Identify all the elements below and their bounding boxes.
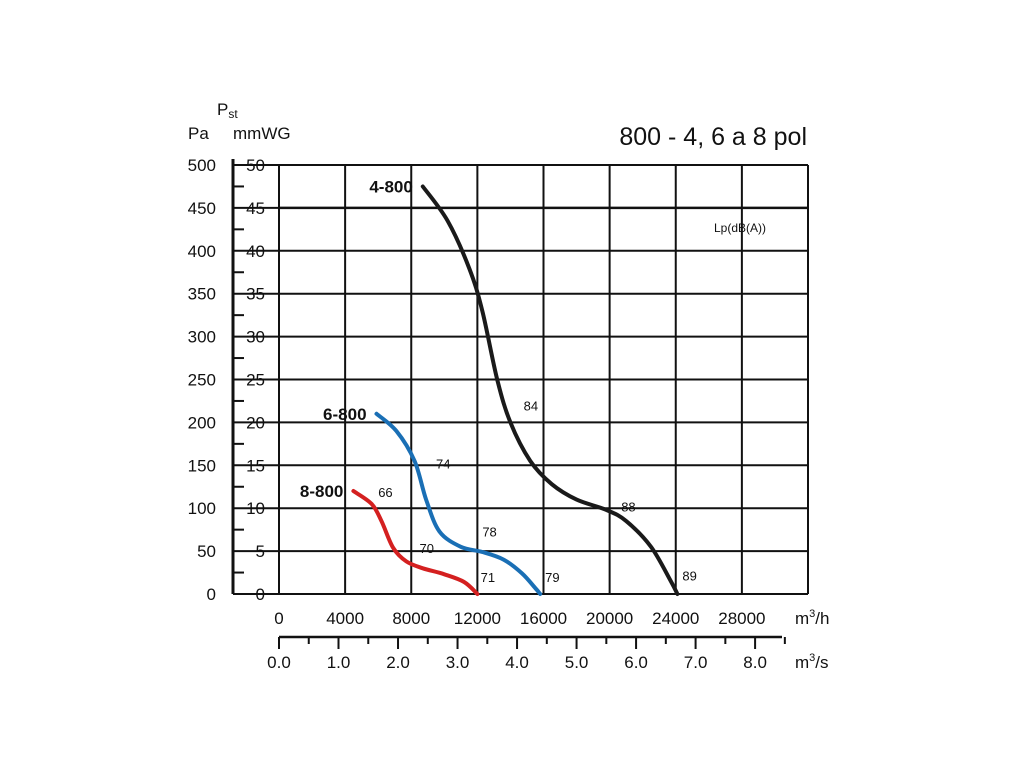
x-tick-label-m3h: 16000 (520, 609, 567, 628)
x-tick-label-m3h: 28000 (718, 609, 765, 628)
y-tick-label-pa: 500 (188, 156, 216, 175)
x-tick-label-m3s: 0.0 (267, 653, 291, 672)
y-axis-unit-pa: Pa (188, 124, 209, 143)
y-tick-label-mmwg: 20 (246, 413, 265, 432)
data-label-lp: 71 (481, 570, 495, 585)
series-name-6-800: 6-800 (323, 405, 366, 424)
y-tick-label-pa: 350 (188, 285, 216, 304)
y-tick-label-mmwg: 35 (246, 285, 265, 304)
y-tick-label-pa: 0 (207, 585, 216, 604)
data-label-lp: 88 (621, 500, 635, 515)
y-tick-label-pa: 50 (197, 542, 216, 561)
y-tick-label-mmwg: 25 (246, 371, 265, 390)
y-tick-label-mmwg: 45 (246, 199, 265, 218)
data-label-lp: 70 (420, 541, 434, 556)
chart-curves: 4-800 84 88 89 6-800 74 78 79 8-800 66 70 71 (300, 177, 697, 596)
chart-axes: 0501001502002503003504004505000510152025… (188, 156, 786, 672)
x-tick-label-m3s: 1.0 (327, 653, 351, 672)
data-label-lp: 74 (436, 457, 450, 472)
x-axis-unit-m3s-tail: /s (815, 653, 828, 672)
y-axis-symbol: Pst (217, 100, 238, 121)
x-axis-unit-m3h: m3/h (795, 608, 829, 628)
x-tick-label-m3s: 8.0 (743, 653, 767, 672)
data-label-lp: 89 (682, 568, 696, 583)
chart-grid (278, 164, 809, 595)
y-tick-label-pa: 450 (188, 199, 216, 218)
data-label-lp: 66 (378, 485, 392, 500)
x-axis-unit-m3s-sup: 3 (809, 652, 815, 664)
x-tick-label-m3h: 8000 (392, 609, 430, 628)
series-line-6-800 (374, 411, 543, 596)
series-line-8-800 (351, 489, 480, 596)
y-tick-label-mmwg: 15 (246, 456, 265, 475)
x-axis-unit-m3h-base: m (795, 609, 809, 628)
x-tick-label-m3s: 2.0 (386, 653, 410, 672)
y-tick-label-pa: 100 (188, 499, 216, 518)
chart-title: 800 - 4, 6 a 8 pol (619, 123, 807, 151)
y-tick-label-mmwg: 0 (256, 585, 265, 604)
series-name-4-800: 4-800 (369, 177, 412, 196)
annotation-lp: Lp(dB(A)) (714, 221, 766, 235)
series-line-4-800 (420, 184, 680, 596)
y-tick-label-mmwg: 5 (256, 542, 265, 561)
y-tick-label-mmwg: 30 (246, 328, 265, 347)
y-tick-label-mmwg: 50 (246, 156, 265, 175)
y-axis-symbol-sub: st (228, 107, 238, 121)
x-tick-label-m3h: 20000 (586, 609, 633, 628)
x-tick-label-m3s: 5.0 (565, 653, 589, 672)
y-tick-label-pa: 200 (188, 413, 216, 432)
x-axis-unit-m3h-sup: 3 (809, 608, 815, 620)
y-tick-label-pa: 250 (188, 371, 216, 390)
x-axis-unit-m3h-tail: /h (815, 609, 829, 628)
data-label-lp: 78 (482, 525, 496, 540)
x-tick-label-m3h: 4000 (326, 609, 364, 628)
y-axis-unit-mmwg: mmWG (233, 124, 291, 143)
x-tick-label-m3h: 0 (274, 609, 283, 628)
x-axis-unit-m3s-base: m (795, 653, 809, 672)
x-tick-label-m3h: 12000 (454, 609, 501, 628)
y-tick-label-pa: 300 (188, 328, 216, 347)
y-tick-label-mmwg: 40 (246, 242, 265, 261)
x-tick-label-m3s: 6.0 (624, 653, 648, 672)
data-label-lp: 79 (545, 570, 559, 585)
x-axis-unit-m3s: m3/s (795, 652, 829, 672)
x-tick-label-m3s: 3.0 (446, 653, 470, 672)
data-label-lp: 84 (524, 398, 538, 413)
y-tick-label-mmwg: 10 (246, 499, 265, 518)
x-tick-label-m3s: 4.0 (505, 653, 529, 672)
x-tick-label-m3h: 24000 (652, 609, 699, 628)
y-tick-label-pa: 400 (188, 242, 216, 261)
y-axis-symbol-main: P (217, 100, 228, 119)
series-name-8-800: 8-800 (300, 482, 343, 501)
y-tick-label-pa: 150 (188, 456, 216, 475)
x-tick-label-m3s: 7.0 (684, 653, 708, 672)
